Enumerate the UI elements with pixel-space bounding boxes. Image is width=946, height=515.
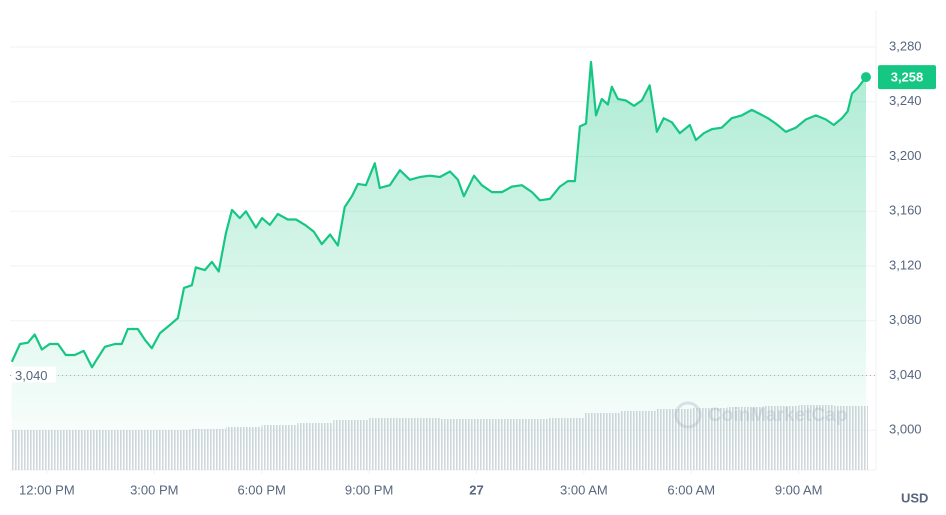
y-tick-label: 3,080 (889, 312, 922, 327)
reference-label: 3,040 (15, 368, 48, 383)
price-area (11, 62, 867, 470)
y-tick-label: 3,120 (889, 257, 922, 272)
y-tick-label: 3,000 (889, 422, 922, 437)
reference-label-bg (12, 366, 56, 383)
x-tick-label: 9:00 AM (775, 482, 823, 497)
x-tick-label: 3:00 AM (560, 482, 608, 497)
x-tick-label: 12:00 PM (19, 482, 75, 497)
x-tick-label: 3:00 PM (130, 482, 178, 497)
y-tick-label: 3,240 (889, 93, 922, 108)
last-price-label: 3,258 (891, 70, 924, 85)
y-tick-label: 3,160 (889, 203, 922, 218)
x-tick-label: 6:00 AM (667, 482, 715, 497)
x-tick-label: 9:00 PM (345, 482, 393, 497)
watermark: CoinMarketCap (674, 401, 847, 429)
last-price-badge (878, 65, 936, 90)
y-tick-label: 3,280 (889, 38, 922, 53)
y-tick-label: 3,040 (889, 367, 922, 382)
x-tick-label: 27 (469, 482, 483, 497)
currency-label: USD (901, 490, 928, 505)
x-tick-label: 6:00 PM (237, 482, 285, 497)
price-line (10, 60, 867, 369)
watermark-text: CoinMarketCap (708, 405, 847, 426)
y-tick-label: 3,200 (889, 148, 922, 163)
last-point (860, 72, 871, 83)
